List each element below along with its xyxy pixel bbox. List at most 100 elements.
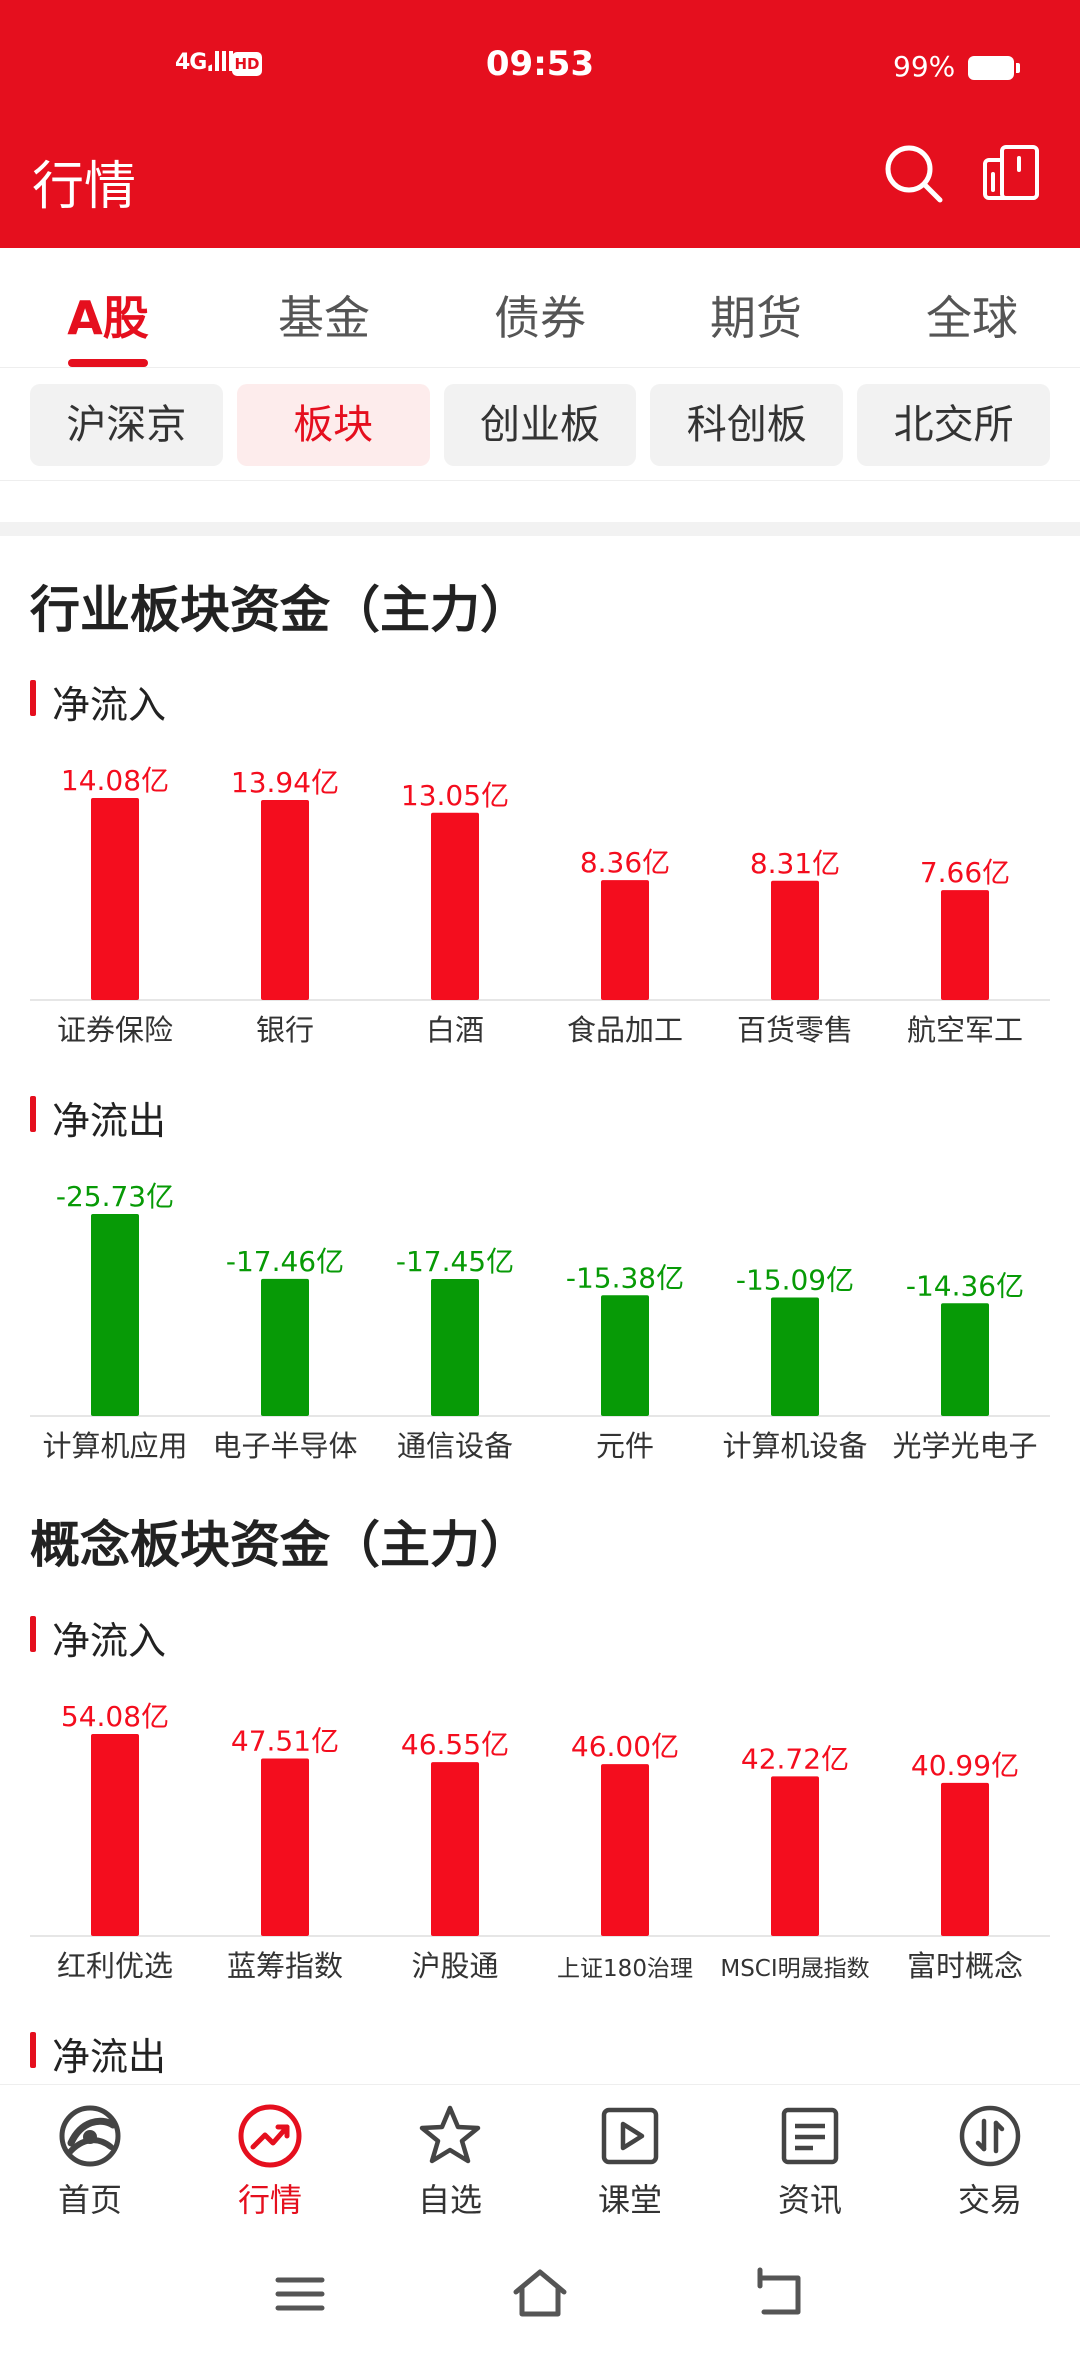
chart-bar[interactable] xyxy=(941,1303,989,1416)
nav-label: 交易 xyxy=(957,2181,1022,2219)
bar-value-label: 47.51亿 xyxy=(231,1725,339,1758)
concept-section-title: 概念板块资金（主力） xyxy=(30,1516,530,1574)
bar-value-label: 46.00亿 xyxy=(571,1730,679,1763)
bar-value-label: 46.55亿 xyxy=(401,1728,509,1761)
app-header: 4G HD 09:53 99% 行情 xyxy=(0,0,1080,248)
bar-value-label: -17.46亿 xyxy=(226,1245,344,1278)
nav-trade[interactable]: 交易 xyxy=(900,2085,1080,2228)
concept-inflow-title: 净流入 xyxy=(30,1610,166,1665)
industry-outflow-chart[interactable]: -25.73亿 计算机应用 -17.46亿 电子半导体 -17.45亿 通信设备 -15.3… xyxy=(30,1168,1050,1478)
nav-label: 自选 xyxy=(417,2181,482,2219)
tab-main-4[interactable]: 全球 xyxy=(926,291,1018,345)
chart-bar[interactable] xyxy=(261,1278,309,1416)
chart-bar[interactable] xyxy=(941,890,989,1000)
menu-icon[interactable] xyxy=(270,2264,330,2324)
chart-bar[interactable] xyxy=(771,1297,819,1416)
bar-value-label: -15.38亿 xyxy=(566,1261,684,1294)
nav-label: 课堂 xyxy=(597,2181,662,2219)
chart-bar[interactable] xyxy=(91,1734,139,1936)
nav-label: 行情 xyxy=(237,2181,302,2219)
chart-bar[interactable] xyxy=(261,1758,309,1936)
sub-tab-2[interactable]: 创业板 xyxy=(443,384,637,466)
category-label: 通信设备 xyxy=(397,1429,513,1463)
chart-bar[interactable] xyxy=(431,812,479,1000)
search-icon[interactable] xyxy=(880,140,946,206)
chart-bar[interactable] xyxy=(601,1295,649,1416)
tab-main-2[interactable]: 债券 xyxy=(494,291,586,345)
bar-value-label: 8.36亿 xyxy=(580,846,670,879)
star-icon xyxy=(419,2105,481,2164)
industry-inflow-chart[interactable]: 14.08亿 证券保险 13.94亿 银行 13.05亿 白酒 8.36亿 食品加工 8.31亿… xyxy=(30,752,1050,1062)
bar-value-label: 13.05亿 xyxy=(401,779,509,812)
category-label: 蓝筹指数 xyxy=(227,1949,343,1983)
chart-bar[interactable] xyxy=(431,1762,479,1936)
bar-value-label: -17.45亿 xyxy=(396,1245,514,1278)
hd-badge: HD xyxy=(232,52,262,76)
category-label: 红利优选 xyxy=(57,1949,173,1983)
sub-tab-3[interactable]: 科创板 xyxy=(650,384,844,466)
back-icon[interactable] xyxy=(750,2264,810,2324)
category-label: 计算机应用 xyxy=(42,1429,187,1463)
network-indicator: 4G xyxy=(175,50,235,75)
category-label: 航空军工 xyxy=(907,1013,1023,1047)
category-label: 光学光电子 xyxy=(892,1429,1037,1463)
news-icon xyxy=(781,2107,839,2165)
home-icon[interactable] xyxy=(510,2264,570,2324)
chart-bar[interactable] xyxy=(771,880,819,1000)
bar-value-label: -25.73亿 xyxy=(56,1180,174,1213)
nav-market[interactable]: 行情 xyxy=(180,2085,360,2228)
nav-classroom[interactable]: 课堂 xyxy=(540,2085,720,2228)
bar-value-label: -15.09亿 xyxy=(736,1264,854,1297)
nav-label: 资讯 xyxy=(777,2181,842,2219)
battery-percent: 99% xyxy=(893,50,956,83)
home-logo-icon xyxy=(59,2105,121,2167)
bar-value-label: 13.94亿 xyxy=(231,766,339,799)
system-nav-bar xyxy=(0,2228,1080,2376)
market-trend-icon xyxy=(238,2104,302,2168)
category-label: 证券保险 xyxy=(57,1013,173,1047)
divider xyxy=(0,480,1080,481)
category-label: 富时概念 xyxy=(907,1949,1023,1983)
bar-value-label: 54.08亿 xyxy=(61,1700,169,1733)
industry-inflow-title: 净流入 xyxy=(30,674,166,729)
category-label: 元件 xyxy=(596,1429,654,1463)
sub-tab-0[interactable]: 沪深京 xyxy=(30,384,223,466)
nav-news[interactable]: 资讯 xyxy=(720,2085,900,2228)
category-label: 计算机设备 xyxy=(722,1429,867,1463)
bar-value-label: 40.99亿 xyxy=(911,1749,1019,1782)
tab-main-1[interactable]: 基金 xyxy=(278,291,370,345)
chart-bar[interactable] xyxy=(91,798,139,1000)
category-label: 电子半导体 xyxy=(212,1429,357,1463)
chart-bar[interactable] xyxy=(261,800,309,1000)
play-icon xyxy=(601,2107,659,2165)
battery-icon xyxy=(968,56,1020,80)
category-label: 白酒 xyxy=(426,1013,484,1047)
page-title: 行情 xyxy=(32,157,137,217)
tab-a-shares[interactable]: A股 xyxy=(0,248,216,367)
bottom-nav: 首页 行情 自选 课堂 资讯 xyxy=(0,2084,1080,2228)
chart-bar[interactable] xyxy=(941,1782,989,1936)
bar-value-label: 7.66亿 xyxy=(920,856,1010,889)
category-label: 银行 xyxy=(256,1013,314,1047)
chart-bar[interactable] xyxy=(601,1764,649,1936)
chart-bar[interactable] xyxy=(771,1776,819,1936)
bar-value-label: 14.08亿 xyxy=(61,764,169,797)
tab-main-3[interactable]: 期货 xyxy=(710,291,802,345)
category-label: 沪股通 xyxy=(411,1949,498,1983)
industry-outflow-title: 净流出 xyxy=(30,1090,166,1145)
concept-inflow-chart[interactable]: 54.08亿 红利优选 47.51亿 蓝筹指数 46.55亿 沪股通 46.00亿上证180… xyxy=(30,1688,1050,1998)
sub-tab-4[interactable]: 北交所 xyxy=(857,384,1050,466)
section-separator xyxy=(0,522,1080,536)
bar-value-label: 42.72亿 xyxy=(741,1742,849,1775)
category-label: MSCI明晟指数 xyxy=(720,1956,869,1982)
nav-watchlist[interactable]: 自选 xyxy=(360,2085,540,2228)
category-label: 上证180治理 xyxy=(557,1956,693,1982)
chart-bar[interactable] xyxy=(601,880,649,1000)
chart-bar[interactable] xyxy=(91,1214,139,1416)
bar-value-label: -14.36亿 xyxy=(906,1269,1024,1302)
sub-tab-1[interactable]: 板块 xyxy=(236,384,430,466)
nav-label: 首页 xyxy=(57,2181,122,2219)
nav-home[interactable]: 首页 xyxy=(0,2085,180,2228)
chart-bar[interactable] xyxy=(431,1279,479,1416)
share-icon[interactable] xyxy=(982,144,1040,202)
